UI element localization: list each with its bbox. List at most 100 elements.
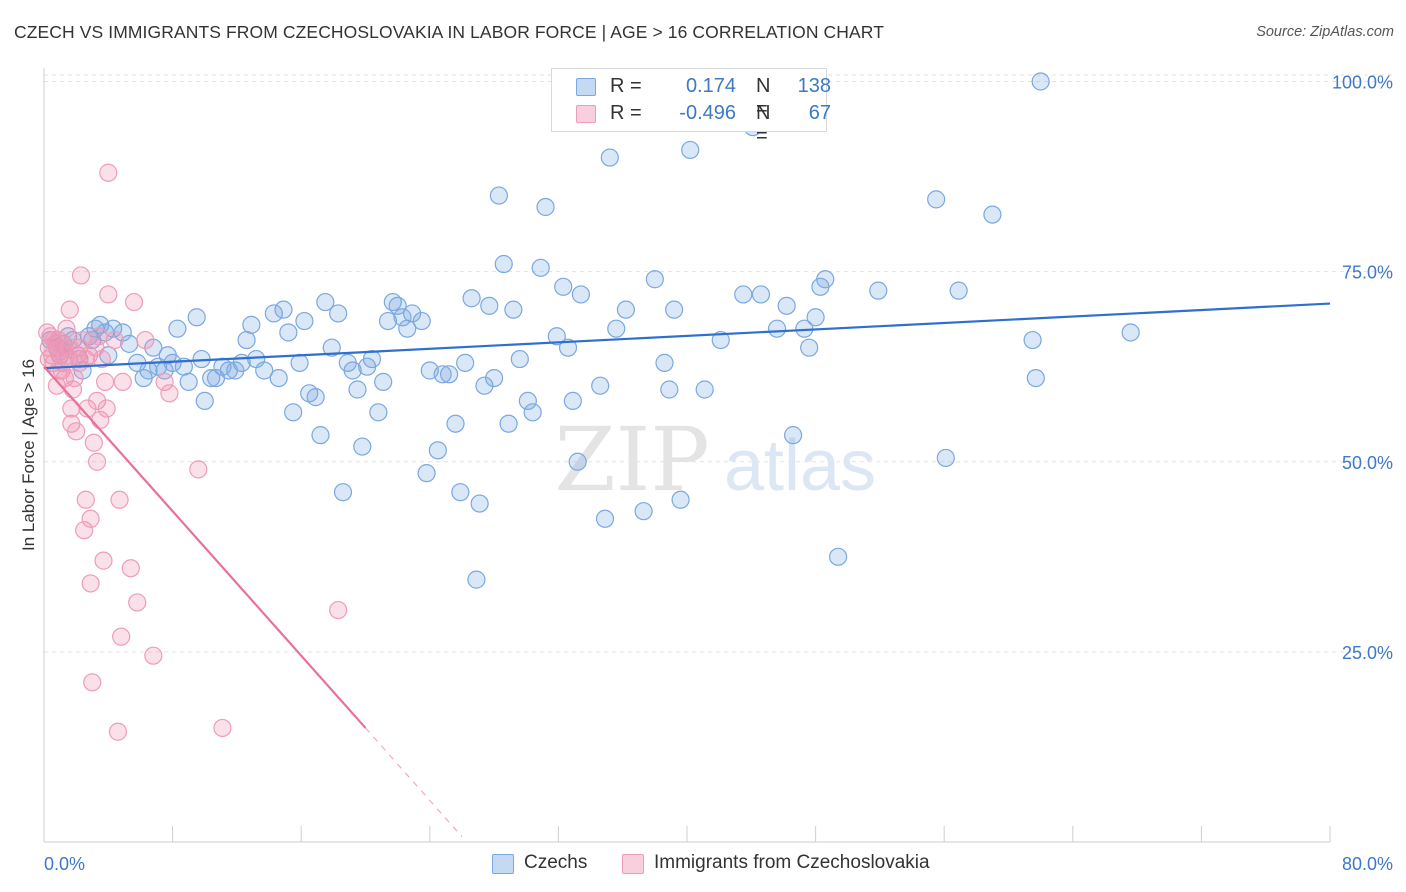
chart-title: CZECH VS IMMIGRANTS FROM CZECHOSLOVAKIA … bbox=[14, 22, 885, 42]
watermark-zip: ZIP bbox=[554, 408, 709, 511]
czechs-point bbox=[393, 308, 412, 327]
czechs-point bbox=[456, 353, 475, 372]
immigrants-point bbox=[86, 338, 105, 357]
legend-n-label: N = bbox=[756, 75, 771, 120]
czechs-point bbox=[571, 285, 591, 304]
immigrants-trend-line bbox=[43, 365, 367, 729]
immigrants-point bbox=[155, 372, 174, 391]
czechs-point bbox=[264, 304, 283, 323]
czechs-point bbox=[279, 323, 298, 342]
czechs-point bbox=[1121, 323, 1140, 342]
czechs-point bbox=[645, 270, 664, 289]
czechs-point bbox=[695, 380, 714, 399]
czechs-point bbox=[595, 509, 615, 528]
czechs-point bbox=[523, 403, 542, 422]
legend-label-immigrants: Immigrants from Czechoslovakia bbox=[654, 852, 930, 873]
czechs-point bbox=[783, 426, 803, 445]
immigrants-point bbox=[92, 349, 111, 369]
czechs-point bbox=[494, 254, 513, 274]
immigrants-point bbox=[97, 399, 116, 418]
legend-n-value: 67 bbox=[808, 102, 831, 124]
immigrants-point bbox=[81, 509, 100, 528]
czechs-point bbox=[949, 281, 968, 300]
czechs-point bbox=[1031, 72, 1050, 91]
immigrants-point bbox=[94, 551, 113, 570]
immigrants-point bbox=[71, 266, 91, 285]
czechs-point bbox=[475, 376, 494, 395]
czechs-point bbox=[451, 483, 470, 502]
czechs-point bbox=[634, 502, 653, 521]
czechs-point bbox=[671, 490, 690, 509]
czechs-point bbox=[269, 368, 288, 388]
immigrants-point bbox=[67, 422, 86, 441]
immigrants-point bbox=[124, 292, 144, 312]
czechs-point bbox=[504, 300, 523, 319]
immigrants-point bbox=[57, 319, 76, 338]
legend-r-label: R = bbox=[610, 102, 642, 124]
czechs-trend-line bbox=[43, 302, 1331, 370]
czechs-point bbox=[806, 308, 825, 327]
immigrants-point bbox=[128, 593, 147, 612]
czechs-point bbox=[388, 296, 407, 315]
czechs-point bbox=[322, 338, 341, 357]
czechs-point bbox=[343, 361, 362, 380]
czechs-point bbox=[531, 258, 550, 277]
czechs-point bbox=[378, 311, 398, 331]
immigrants-point bbox=[144, 646, 163, 665]
czechs-point bbox=[179, 372, 198, 391]
immigrants-point bbox=[81, 574, 100, 593]
czechs-point bbox=[433, 365, 452, 384]
czechs-point bbox=[403, 304, 422, 323]
czechs-point bbox=[439, 365, 459, 384]
czechs-point bbox=[655, 353, 674, 372]
czechs-point bbox=[480, 296, 499, 315]
legend-swatch-czechs bbox=[492, 854, 514, 874]
czechs-point bbox=[226, 361, 245, 380]
czechs-point bbox=[591, 376, 610, 395]
immigrants-point bbox=[110, 490, 129, 509]
czechs-point bbox=[751, 285, 771, 304]
czechs-point bbox=[563, 391, 582, 411]
czechs-point bbox=[660, 380, 679, 399]
czechs-point bbox=[333, 483, 353, 502]
czechs-point bbox=[711, 330, 730, 350]
czechs-point bbox=[607, 319, 626, 338]
immigrants-point bbox=[76, 490, 95, 509]
immigrants-point bbox=[84, 433, 103, 452]
immigrants-point bbox=[99, 285, 118, 304]
czechs-point bbox=[816, 270, 835, 289]
czechs-point bbox=[369, 403, 388, 422]
correlation-legend: R = 0.174 N = 138 R = -0.496 N = 67 bbox=[551, 68, 831, 147]
czechs-point bbox=[306, 388, 325, 407]
czechs-point bbox=[665, 300, 684, 319]
legend-n-label: N = bbox=[756, 102, 771, 147]
immigrants-point bbox=[105, 330, 124, 350]
immigrants-point bbox=[89, 327, 108, 346]
czechs-point bbox=[428, 441, 447, 460]
y-axis-label: In Labor Force | Age > 16 bbox=[19, 359, 38, 551]
immigrants-point bbox=[60, 338, 79, 357]
immigrants-point bbox=[329, 600, 348, 620]
legend-swatch-immigrants bbox=[576, 105, 596, 123]
immigrants-point bbox=[70, 353, 89, 372]
czechs-point bbox=[104, 319, 123, 338]
czechs-point bbox=[195, 391, 214, 411]
immigrants-point bbox=[112, 627, 131, 646]
immigrants-point bbox=[213, 718, 232, 738]
tick-labels: 25.0% 50.0% 75.0% 100.0% 0.0% 80.0% bbox=[44, 73, 1393, 875]
y-tick-label: 50.0% bbox=[1342, 453, 1393, 473]
immigrants-point bbox=[95, 372, 115, 391]
czechs-point bbox=[554, 277, 573, 296]
czechs-point bbox=[600, 148, 619, 167]
czechs-point bbox=[470, 494, 489, 513]
czechs-point bbox=[616, 300, 636, 319]
czechs-point bbox=[767, 319, 787, 338]
czechs-point bbox=[681, 140, 700, 160]
czechs-point bbox=[467, 570, 486, 589]
czechs-point bbox=[489, 186, 509, 205]
czechs-point bbox=[353, 437, 372, 456]
immigrants-point bbox=[60, 300, 79, 319]
czechs-point bbox=[202, 368, 221, 388]
czechs-point bbox=[348, 380, 367, 399]
